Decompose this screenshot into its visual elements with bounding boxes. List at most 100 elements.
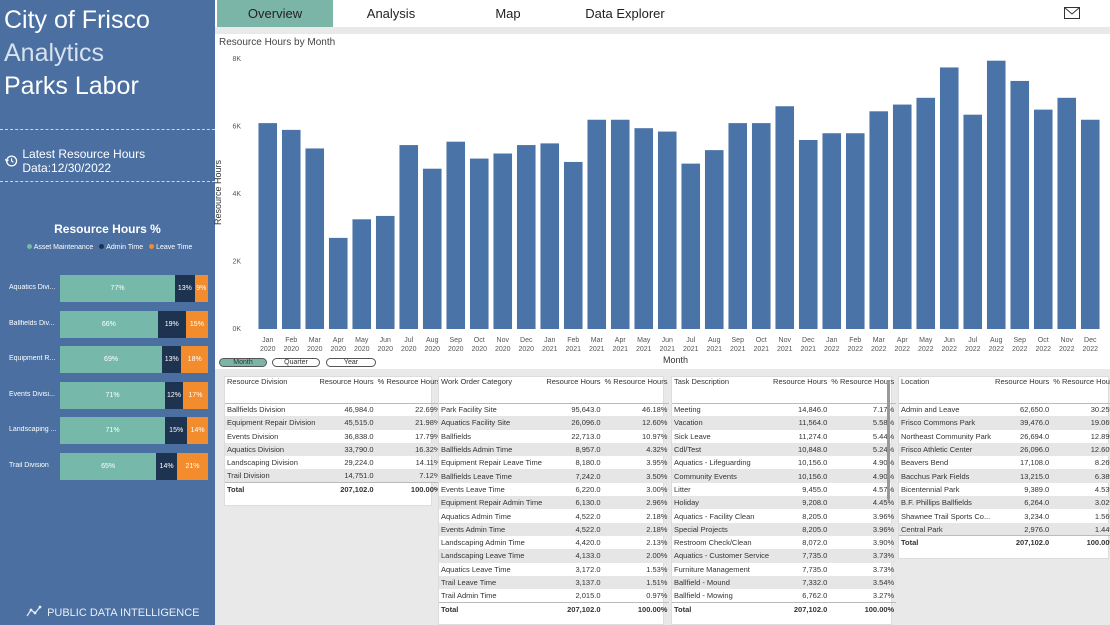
segment-leave[interactable]: 17% xyxy=(182,381,208,409)
table-row[interactable]: Events Admin Time 4,522.0 2.18% xyxy=(439,522,670,536)
header-resource-hours[interactable]: Resource Hours xyxy=(993,377,1052,404)
table-row[interactable]: Aquatics Facility Site 26,096.0 12.60% xyxy=(439,416,670,430)
header-resource-hours[interactable]: Resource Hours xyxy=(317,377,376,404)
table-row[interactable]: Aquatics - Lifeguarding 10,156.0 4.90% xyxy=(672,456,896,469)
segment-asset[interactable]: 69% xyxy=(60,346,163,373)
rh-stacked-bar[interactable]: 65% 14% 21% xyxy=(60,452,208,480)
rh-row[interactable]: Events Divisi... 71% 12% 17% xyxy=(0,381,215,409)
table-row[interactable]: Events Leave Time 6,220.0 3.00% xyxy=(439,483,669,496)
header-task-description[interactable]: Task Description xyxy=(672,377,772,404)
granularity-month[interactable]: Month xyxy=(219,358,267,367)
tab-analysis[interactable]: Analysis xyxy=(366,6,416,21)
table-row[interactable]: Admin and Leave 62,650.0 30.25% xyxy=(899,403,1110,416)
rh-stacked-bar[interactable]: 69% 13% 18% xyxy=(60,346,208,373)
cell-hours: 26,096.0 xyxy=(544,416,603,430)
table-row[interactable]: Equipment Repair Leave Time 8,180.0 3.95% xyxy=(439,456,669,469)
tab-data-explorer[interactable]: Data Explorer xyxy=(585,6,665,21)
table-row[interactable]: Equipment Repair Admin Time 6,130.0 2.96% xyxy=(439,496,670,510)
segment-admin[interactable]: 13% xyxy=(162,346,182,373)
segment-admin[interactable]: 12% xyxy=(165,381,183,409)
header-pct-hours[interactable]: % Resource Hours xyxy=(1051,377,1110,404)
table-row[interactable]: Northeast Community Park 26,694.0 12.89% xyxy=(899,430,1110,443)
table-row[interactable]: Meeting 14,846.0 7.17% xyxy=(672,403,896,416)
header-work-order-category[interactable]: Work Order Category xyxy=(439,377,545,404)
header-pct-hours[interactable]: % Resource Hours xyxy=(602,377,670,404)
rh-stacked-bar[interactable]: 71% 15% 14% xyxy=(60,417,208,444)
table-row[interactable]: Trail Admin Time 2,015.0 0.97% xyxy=(439,589,669,602)
table-row[interactable]: Aquatics Admin Time 4,522.0 2.18% xyxy=(439,509,669,522)
table-row[interactable]: Special Projects 8,205.0 3.96% xyxy=(672,522,897,536)
mail-icon[interactable] xyxy=(1064,7,1080,19)
rh-stacked-bar[interactable]: 66% 19% 15% xyxy=(60,310,209,338)
table-row[interactable]: Restroom Check/Clean 8,072.0 3.90% xyxy=(672,536,896,549)
table-row[interactable]: Ballfields 22,713.0 10.97% xyxy=(439,430,669,443)
table-row[interactable]: Ballfield - Mowing 6,762.0 3.27% xyxy=(672,589,896,602)
segment-admin[interactable]: 19% xyxy=(157,310,186,338)
table-row[interactable]: Ballfields Leave Time 7,242.0 3.50% xyxy=(439,469,670,483)
table-row[interactable]: Landscaping Admin Time 4,420.0 2.13% xyxy=(439,536,669,549)
rh-stacked-bar[interactable]: 71% 12% 17% xyxy=(60,381,208,409)
table-row[interactable]: Aquatics Leave Time 3,172.0 1.53% xyxy=(439,563,669,576)
table-row[interactable]: Landscaping Division 29,224.0 14.11% xyxy=(225,456,443,469)
table-row[interactable]: Sick Leave 11,274.0 5.44% xyxy=(672,430,896,443)
table-row[interactable]: Landscaping Leave Time 4,133.0 2.00% xyxy=(439,549,670,563)
header-resource-hours[interactable]: Resource Hours xyxy=(544,377,603,404)
rh-row[interactable]: Trail Division 65% 14% 21% xyxy=(0,452,215,480)
table-row[interactable]: Park Facility Site 95,643.0 46.18% xyxy=(439,403,669,416)
table-row[interactable]: Trail Division 14,751.0 7.12% xyxy=(225,469,443,483)
table-row[interactable]: Aquatics - Facility Clean 8,205.0 3.96% xyxy=(672,509,896,522)
tab-overview[interactable]: Overview xyxy=(217,0,333,27)
rh-row[interactable]: Landscaping ... 71% 15% 14% xyxy=(0,417,215,444)
segment-admin[interactable]: 15% xyxy=(165,417,188,444)
header-pct-hours[interactable]: % Resource Hours xyxy=(829,377,897,404)
table-row[interactable]: Furniture Management 7,735.0 3.73% xyxy=(672,563,896,576)
table-row[interactable]: Community Events 10,156.0 4.90% xyxy=(672,469,897,483)
cell-name: Beavers Bend xyxy=(901,458,949,468)
segment-leave[interactable]: 21% xyxy=(176,452,208,480)
table-scrollbar[interactable] xyxy=(887,380,890,500)
segment-asset[interactable]: 65% xyxy=(60,452,157,480)
table-row[interactable]: Ballfields Division 46,984.0 22.69% xyxy=(225,403,443,416)
segment-leave[interactable]: 14% xyxy=(187,417,208,444)
table-row[interactable]: Trail Leave Time 3,137.0 1.51% xyxy=(439,575,670,590)
segment-leave[interactable]: 9% xyxy=(194,275,208,302)
table-row[interactable]: Events Division 36,838.0 17.79% xyxy=(225,430,443,443)
segment-leave[interactable]: 18% xyxy=(181,346,208,373)
table-row[interactable]: Holiday 9,208.0 4.45% xyxy=(672,496,897,510)
table-row[interactable]: Litter 9,455.0 4.57% xyxy=(672,483,896,496)
table-row[interactable]: Beavers Bend 17,108.0 8.26% xyxy=(899,456,1110,469)
table-row[interactable]: Ballfields Admin Time 8,957.0 4.32% xyxy=(439,442,670,457)
rh-row[interactable]: Aquatics Divi... 77% 13% 9% xyxy=(0,275,215,302)
table-row[interactable]: Cdl/Test 10,848.0 5.24% xyxy=(672,442,897,457)
segment-admin[interactable]: 13% xyxy=(175,275,195,302)
segment-asset[interactable]: 71% xyxy=(60,381,166,409)
segment-leave[interactable]: 15% xyxy=(185,310,209,338)
segment-asset[interactable]: 77% xyxy=(60,275,176,302)
header-pct-hours[interactable]: % Resource Hours xyxy=(375,377,443,404)
table-row[interactable]: Vacation 11,564.0 5.58% xyxy=(672,416,897,430)
header-resource-division[interactable]: Resource Division xyxy=(225,377,318,404)
table-row[interactable]: Aquatics Division 33,790.0 16.32% xyxy=(225,442,443,457)
segment-asset[interactable]: 66% xyxy=(60,310,158,338)
granularity-year[interactable]: Year xyxy=(326,358,376,367)
table-row[interactable]: Ballfield - Mound 7,332.0 3.54% xyxy=(672,575,897,590)
header-location[interactable]: Location xyxy=(899,377,994,404)
table-row[interactable]: Aquatics - Customer Service 7,735.0 3.73% xyxy=(672,549,897,563)
rh-stacked-bar[interactable]: 77% 13% 9% xyxy=(60,275,208,302)
segment-admin[interactable]: 14% xyxy=(156,452,177,480)
segment-asset[interactable]: 71% xyxy=(60,417,166,444)
table-row[interactable]: Bicentennial Park 9,389.0 4.53% xyxy=(899,483,1110,496)
rh-row[interactable]: Ballfields Div... 66% 19% 15% xyxy=(0,310,215,338)
granularity-quarter[interactable]: Quarter xyxy=(272,358,320,367)
tab-map[interactable]: Map xyxy=(495,6,521,21)
cell-pct: 2.18% xyxy=(646,511,668,521)
table-row[interactable]: Equipment Repair Division 45,515.0 21.98% xyxy=(225,416,443,430)
table-row[interactable]: Shawnee Trail Sports Co... 3,234.0 1.56% xyxy=(899,509,1110,522)
header-resource-hours[interactable]: Resource Hours xyxy=(771,377,830,404)
rh-row[interactable]: Equipment R... 69% 13% 18% xyxy=(0,346,215,373)
